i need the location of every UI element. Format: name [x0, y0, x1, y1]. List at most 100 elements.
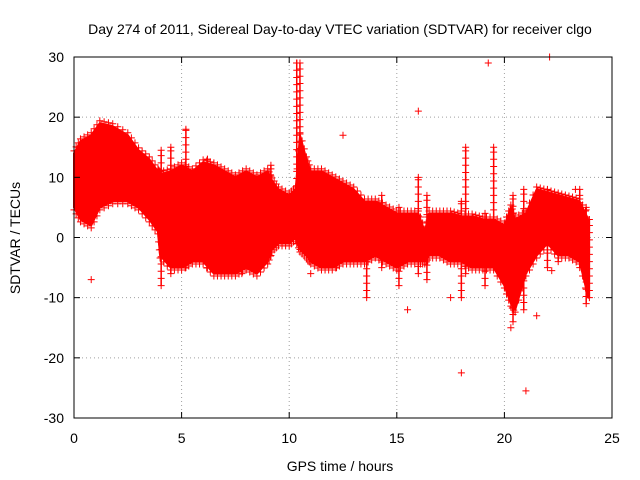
data-point — [170, 163, 178, 171]
data-point — [203, 235, 211, 243]
data-point — [509, 274, 517, 282]
data-point — [554, 200, 562, 208]
data-point — [422, 219, 430, 227]
data-point — [509, 238, 517, 246]
data-point — [447, 207, 455, 215]
data-point — [462, 197, 470, 205]
data-point — [90, 218, 98, 226]
data-point — [328, 171, 336, 179]
data-point — [462, 183, 470, 191]
data-point — [182, 155, 190, 163]
data-point — [490, 213, 498, 221]
data-point — [74, 197, 82, 205]
data-point — [267, 208, 275, 216]
data-point — [293, 88, 301, 96]
data-point — [520, 291, 528, 299]
data-point — [386, 203, 394, 211]
data-point — [511, 308, 519, 316]
y-tick-label: 10 — [48, 169, 64, 185]
data-point — [582, 242, 590, 250]
data-point — [267, 215, 275, 223]
data-point — [135, 206, 143, 214]
data-point — [400, 262, 408, 270]
data-point — [157, 195, 165, 203]
data-point — [267, 161, 275, 169]
data-point — [293, 218, 301, 226]
data-point — [335, 175, 343, 183]
data-point — [156, 168, 164, 176]
data-point — [515, 296, 523, 304]
data-point — [206, 268, 214, 276]
data-point — [462, 205, 470, 213]
data-point — [353, 187, 361, 195]
data-point — [378, 220, 386, 228]
data-point — [203, 184, 211, 192]
data-point — [93, 175, 101, 183]
data-point — [520, 241, 528, 249]
data-point — [167, 255, 175, 263]
data-point — [468, 210, 476, 218]
x-tick-label: 15 — [389, 430, 405, 446]
data-point — [581, 207, 589, 215]
data-point — [378, 199, 386, 207]
data-point — [554, 221, 562, 229]
data-point — [182, 220, 190, 228]
data-point — [389, 264, 397, 272]
data-point — [361, 260, 369, 268]
data-point — [423, 247, 431, 255]
data-point — [536, 184, 544, 192]
data-point — [457, 294, 465, 302]
data-point — [155, 238, 163, 246]
data-point — [293, 73, 301, 81]
data-point — [238, 241, 246, 249]
data-point — [160, 258, 168, 266]
data-point — [543, 220, 551, 228]
data-point — [203, 170, 211, 178]
data-point — [182, 125, 190, 133]
data-point — [569, 193, 577, 201]
data-point — [414, 270, 422, 278]
data-point — [576, 260, 584, 268]
data-point — [264, 260, 272, 268]
data-point — [543, 235, 551, 243]
data-point — [104, 119, 112, 127]
data-point — [520, 306, 528, 314]
outlier-point — [414, 107, 422, 115]
data-point — [238, 205, 246, 213]
data-point — [181, 161, 189, 169]
data-point — [543, 227, 551, 235]
data-point — [585, 250, 593, 258]
data-point — [520, 255, 528, 263]
data-point — [151, 226, 159, 234]
data-point — [371, 254, 379, 262]
data-point — [167, 234, 175, 241]
data-point — [305, 161, 313, 169]
data-point — [293, 240, 301, 248]
data-point — [582, 292, 590, 300]
data-point — [582, 300, 590, 308]
data-point — [490, 177, 498, 185]
data-point — [378, 206, 386, 214]
data-point — [292, 236, 300, 244]
data-point — [203, 157, 211, 165]
data-point — [462, 154, 470, 162]
data-point — [509, 224, 517, 232]
data-point — [124, 129, 132, 137]
data-point — [363, 209, 371, 217]
data-point — [576, 213, 584, 221]
data-point — [264, 165, 272, 173]
data-point — [457, 260, 465, 268]
data-point — [364, 258, 372, 266]
data-point — [293, 182, 301, 190]
data-point — [357, 191, 365, 199]
data-point — [443, 258, 451, 266]
data-point — [543, 199, 551, 207]
data-point — [585, 258, 593, 266]
data-point — [462, 190, 470, 198]
data-point — [267, 237, 275, 245]
data-point — [296, 94, 304, 102]
data-point — [554, 229, 562, 237]
data-point — [576, 242, 584, 250]
data-point — [509, 217, 517, 225]
data-point — [333, 227, 341, 235]
